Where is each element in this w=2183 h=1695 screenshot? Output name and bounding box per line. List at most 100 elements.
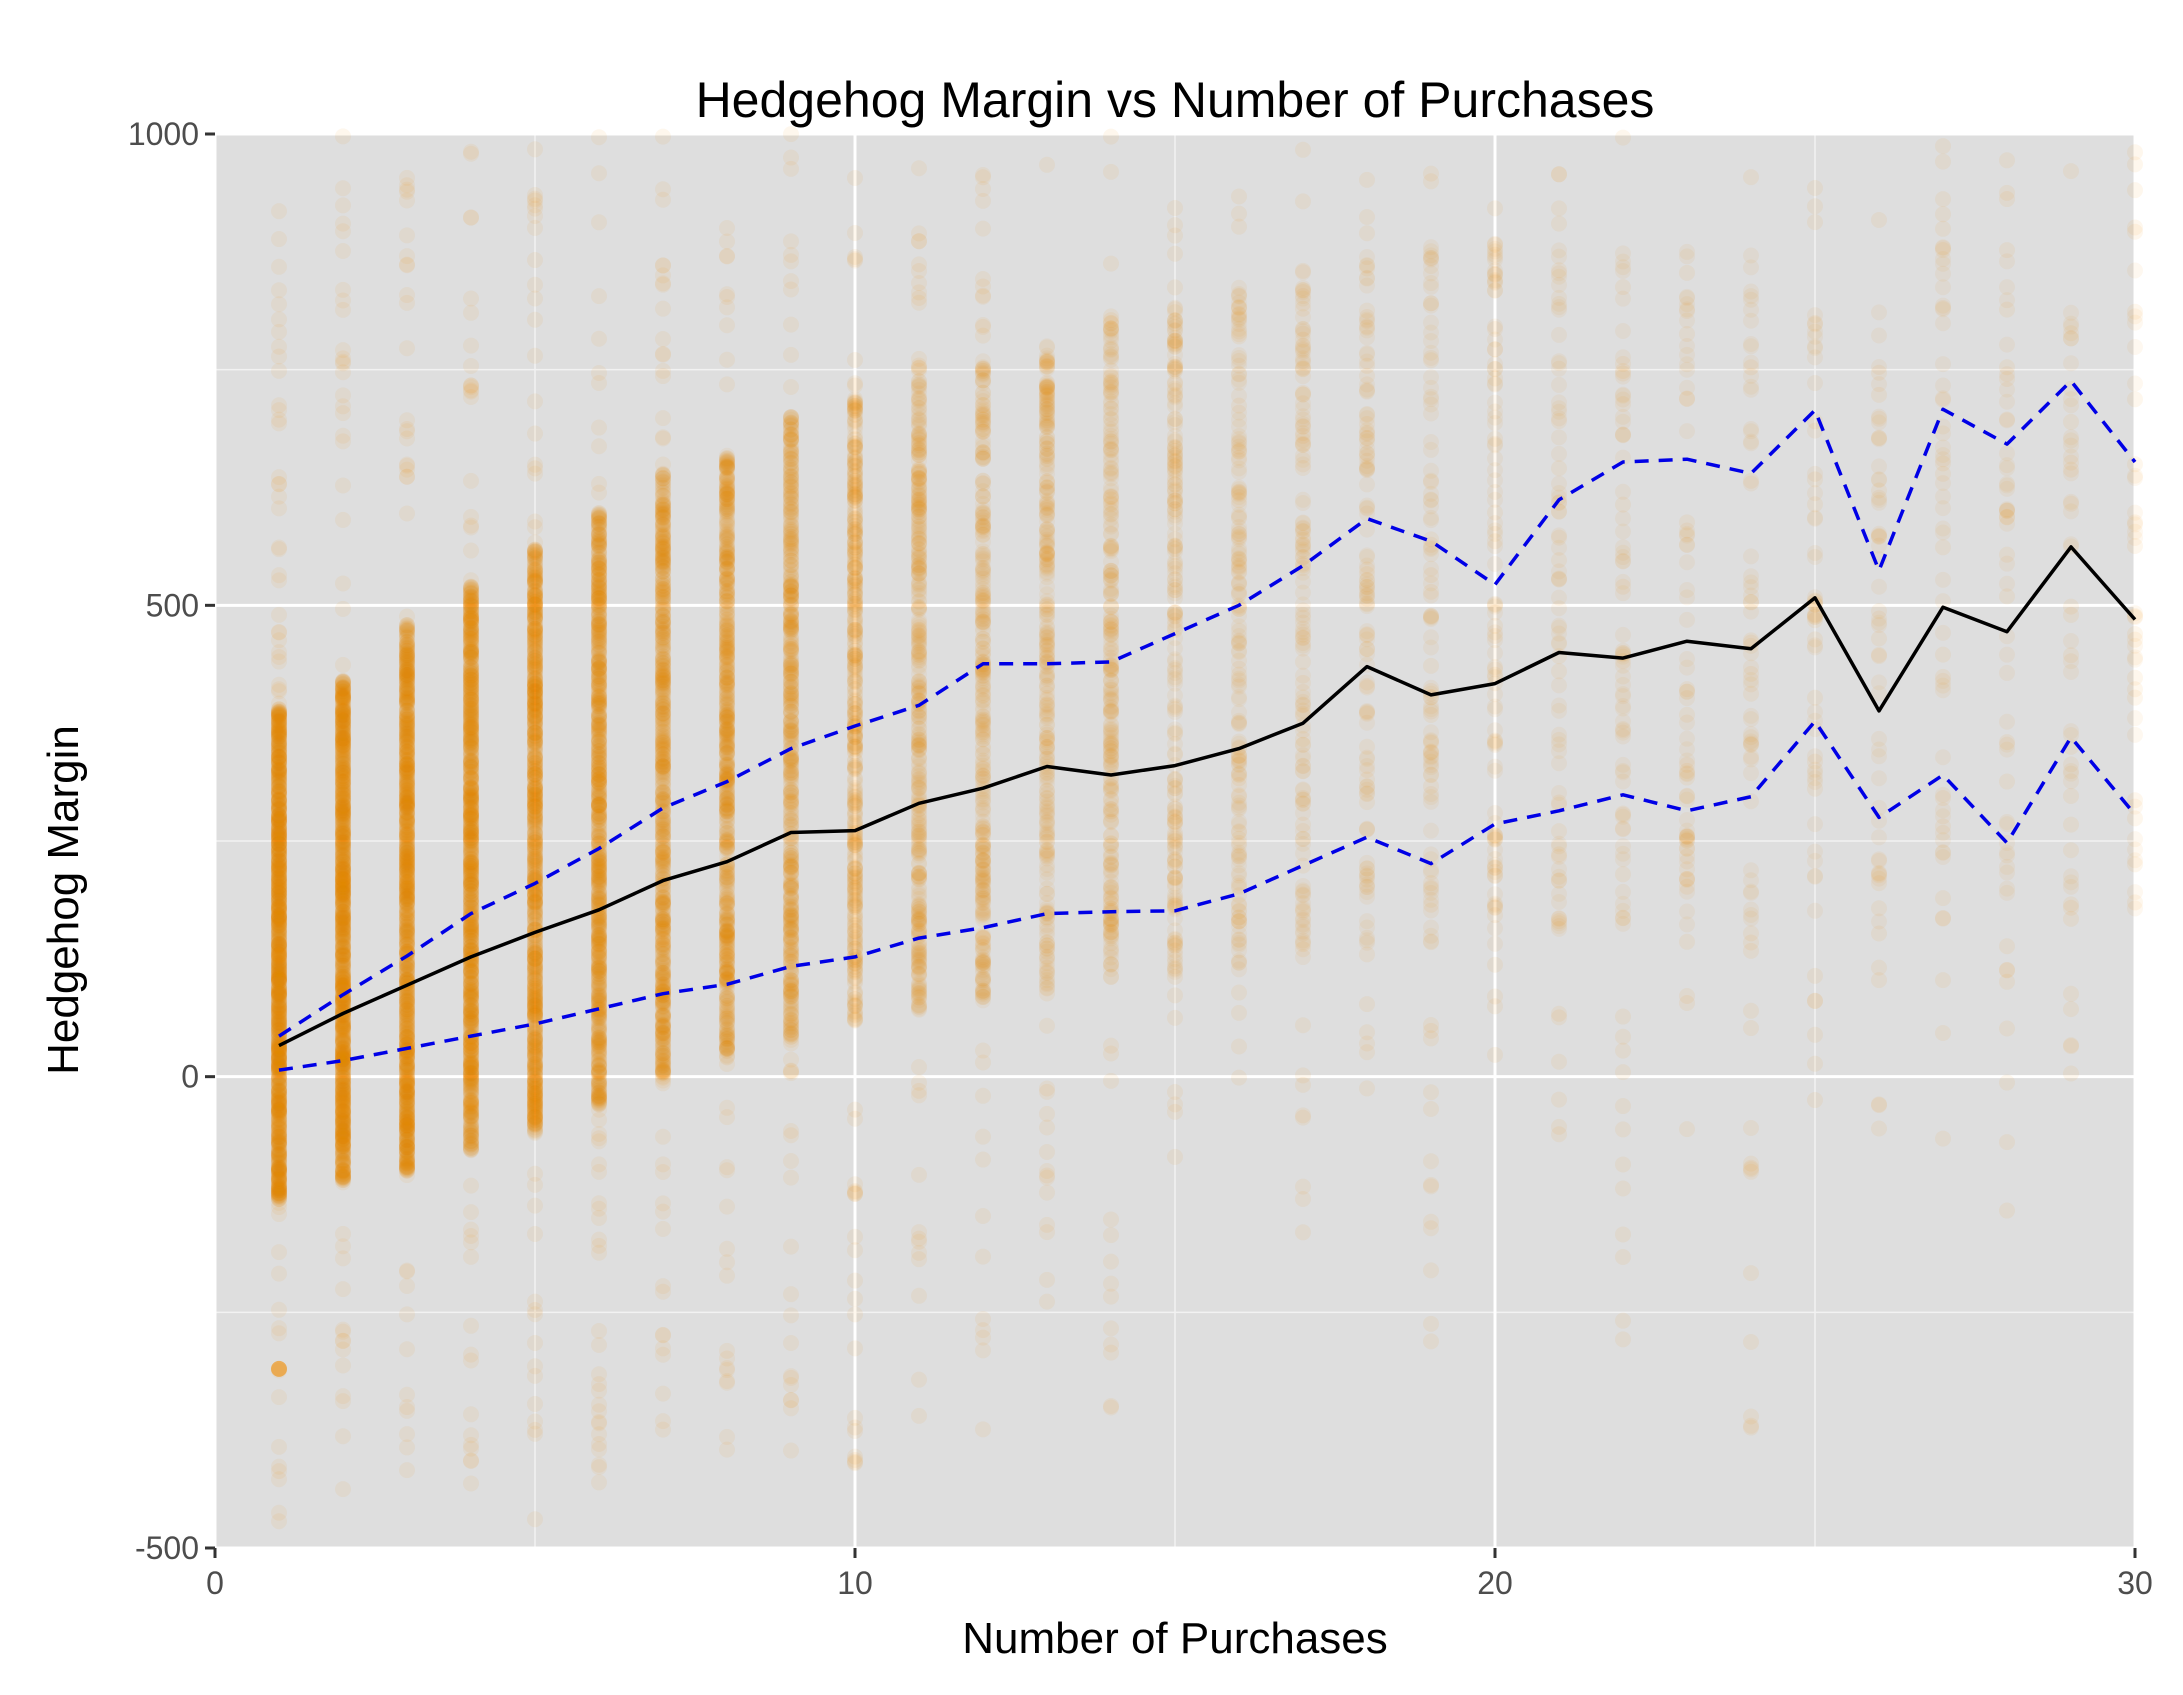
scatter-point: [271, 987, 287, 1004]
scatter-point: [271, 705, 287, 722]
scatter-point: [271, 858, 287, 875]
scatter-point: [271, 836, 287, 853]
scatter-point: [271, 792, 287, 809]
scatter-point: [271, 754, 287, 771]
scatter-point: [271, 1082, 287, 1099]
scatter-point: [463, 593, 479, 610]
scatter-point: [271, 835, 287, 852]
scatter-point: [271, 898, 287, 915]
scatter-point: [271, 831, 287, 848]
scatter-point: [271, 825, 287, 842]
scatter-point: [271, 851, 287, 868]
scatter-point: [271, 974, 287, 991]
scatter-point: [271, 861, 287, 878]
scatter-point: [271, 881, 287, 898]
scatter-point: [271, 808, 287, 825]
scatter-point: [335, 197, 351, 214]
scatter-point: [271, 873, 287, 890]
scatter-point: [271, 843, 287, 860]
scatter-point: [271, 1102, 287, 1119]
scatter-point: [271, 1191, 287, 1208]
scatter-point: [335, 974, 351, 991]
scatter-point: [271, 813, 287, 830]
scatter-point: [271, 842, 287, 859]
scatter-point: [271, 704, 287, 721]
scatter-point: [271, 717, 287, 734]
scatter-point: [271, 1133, 287, 1150]
scatter-point: [271, 819, 287, 836]
scatter-point: [463, 542, 479, 559]
scatter-point: [271, 882, 287, 899]
scatter-point: [271, 778, 287, 795]
scatter-point: [271, 999, 287, 1016]
scatter-point: [271, 1076, 287, 1093]
scatter-point: [271, 1049, 287, 1066]
scatter-point: [399, 1402, 415, 1419]
scatter-point: [271, 763, 287, 780]
scatter-point: [335, 350, 351, 367]
scatter-point: [271, 1048, 287, 1065]
scatter-point: [271, 985, 287, 1002]
scatter-point: [335, 808, 351, 825]
scatter-point: [335, 785, 351, 802]
scatter-point: [271, 653, 287, 670]
scatter-point: [271, 734, 287, 751]
scatter-point: [271, 723, 287, 740]
scatter-point: [271, 862, 287, 879]
scatter-point: [271, 1017, 287, 1034]
scatter-point: [271, 948, 287, 965]
scatter-point: [271, 969, 287, 986]
scatter-point: [271, 985, 287, 1002]
scatter-point: [271, 783, 287, 800]
scatter-point: [399, 1277, 415, 1294]
scatter-point: [271, 956, 287, 973]
scatter-point: [271, 860, 287, 877]
scatter-point: [335, 1393, 351, 1410]
scatter-point: [335, 243, 351, 260]
scatter-point: [271, 1068, 287, 1085]
scatter-point: [463, 876, 479, 893]
scatter-point: [271, 848, 287, 865]
scatter-point: [271, 799, 287, 816]
scatter-point: [271, 1147, 287, 1164]
scatter-point: [271, 970, 287, 987]
scatter-point: [399, 689, 415, 706]
scatter-point: [271, 1008, 287, 1025]
scatter-point: [271, 1080, 287, 1097]
scatter-point: [271, 993, 287, 1010]
scatter-point: [271, 811, 287, 828]
scatter-point: [271, 726, 287, 743]
scatter-point: [271, 1142, 287, 1159]
scatter-point: [271, 965, 287, 982]
scatter-point: [271, 965, 287, 982]
scatter-point: [271, 707, 287, 724]
scatter-point: [271, 572, 287, 589]
scatter-point: [399, 1462, 415, 1479]
scatter-point: [271, 983, 287, 1000]
scatter-point: [271, 1184, 287, 1201]
scatter-point: [271, 763, 287, 780]
scatter-point: [271, 632, 287, 649]
scatter-point: [271, 845, 287, 862]
scatter-point: [271, 1037, 287, 1054]
scatter-point: [271, 1095, 287, 1112]
scatter-point: [271, 839, 287, 856]
scatter-point: [335, 1281, 351, 1298]
scatter-point: [399, 456, 415, 473]
scatter-point: [271, 932, 287, 949]
scatter-point: [335, 698, 351, 715]
scatter-point: [271, 1095, 287, 1112]
scatter-point: [271, 835, 287, 852]
scatter-point: [271, 910, 287, 927]
scatter-point: [271, 1147, 287, 1164]
scatter-point: [271, 695, 287, 712]
scatter-point: [271, 964, 287, 981]
scatter-point: [271, 1011, 287, 1028]
scatter-point: [271, 1024, 287, 1041]
scatter-point: [271, 752, 287, 769]
scatter-point: [271, 1127, 287, 1144]
scatter-point: [271, 858, 287, 875]
scatter-point: [271, 726, 287, 743]
scatter-point: [271, 1003, 287, 1020]
scatter-point: [271, 871, 287, 888]
